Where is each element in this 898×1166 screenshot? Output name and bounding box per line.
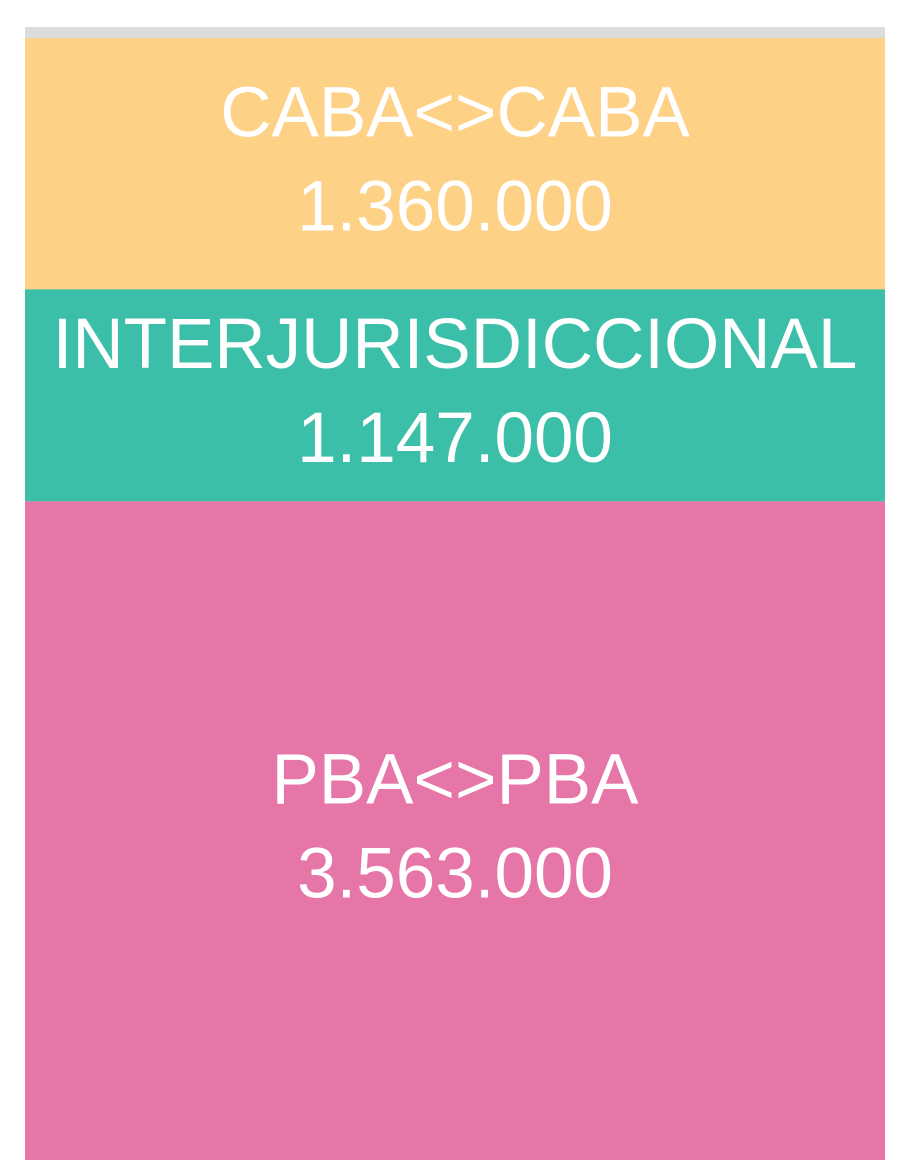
tile-value: 3.563.000 [297, 834, 613, 913]
tile-value: 1.360.000 [297, 167, 613, 246]
tile-label: INTERJURISDICCIONAL [53, 305, 858, 384]
tile [25, 38, 885, 290]
tile [25, 289, 885, 502]
tile-label: CABA<>CABA [220, 73, 690, 152]
tile-value: 1.147.000 [297, 399, 613, 478]
top-bar [25, 27, 885, 38]
tile-label: PBA<>PBA [271, 740, 639, 819]
tile [25, 501, 885, 1160]
